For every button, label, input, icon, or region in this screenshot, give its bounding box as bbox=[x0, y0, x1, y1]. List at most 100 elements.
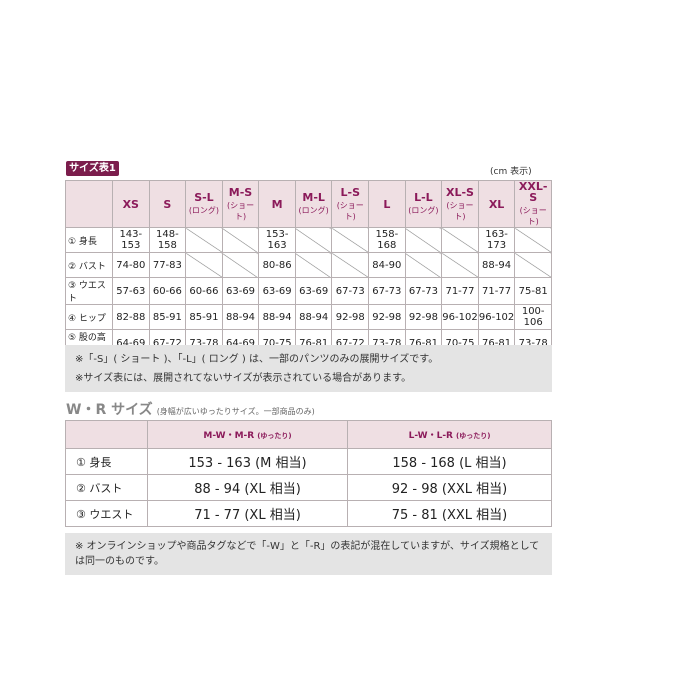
size-subtype: (ショート) bbox=[446, 200, 474, 221]
measurement-cell: 60-66 bbox=[185, 277, 223, 305]
size-header: XL-S (ショート) bbox=[441, 180, 479, 228]
measurement-cell: 71 - 77 (XL 相当) bbox=[147, 500, 348, 527]
not-available-cell bbox=[185, 227, 223, 253]
not-available-cell bbox=[514, 252, 552, 278]
size-name: M-S bbox=[228, 185, 253, 199]
measurement-cell: 100-106 bbox=[514, 304, 552, 330]
size-header: S-L (ロング) bbox=[185, 180, 223, 228]
measurement-cell: 92-98 bbox=[368, 304, 406, 330]
size-name: XL bbox=[488, 197, 505, 211]
measurement-cell: 88-94 bbox=[221, 304, 260, 330]
table-row: ④ ヒップ 82-88 85-91 85-91 88-94 88-94 88-94 92-98… bbox=[65, 304, 552, 330]
measurement-cell: 67-73 bbox=[404, 277, 443, 305]
note-line: ※サイズ表には、展開されてないサイズが表示されている場合があります。 bbox=[75, 373, 412, 384]
row-label: ① 身長 bbox=[65, 448, 148, 475]
size-header: XS bbox=[112, 180, 150, 228]
size-name: S-L bbox=[194, 191, 214, 204]
not-available-cell bbox=[221, 227, 260, 253]
measurement-cell: 96-102 bbox=[477, 304, 516, 330]
size-header: XL bbox=[477, 180, 516, 228]
measurement-cell: 74-80 bbox=[112, 252, 150, 278]
wr-title-text: W・R サイズ bbox=[66, 402, 153, 418]
size-name: L-S bbox=[340, 185, 361, 199]
size-name: XL-S bbox=[446, 185, 474, 199]
row-label: ② バスト bbox=[65, 252, 113, 278]
size-name: M-L bbox=[302, 191, 325, 204]
not-available-cell bbox=[331, 227, 370, 253]
size-header: L bbox=[368, 180, 406, 228]
not-available-cell bbox=[185, 252, 223, 278]
measurement-cell: 158 - 168 (L 相当) bbox=[347, 448, 552, 475]
wr-size-table: M-W・M-R (ゆったり) L-W・L-R (ゆったり) ① 身長 153 - 163… bbox=[65, 420, 552, 527]
measurement-cell: 88-94 bbox=[294, 304, 333, 330]
measurement-cell: 75 - 81 (XXL 相当) bbox=[347, 500, 552, 527]
table-row: ① 身長 153 - 163 (M 相当) 158 - 168 (L 相当) bbox=[65, 448, 552, 475]
size-note-2: ※ オンラインショップや商品タグなどで「-W」と「-R」の表記が混在していますが… bbox=[65, 533, 552, 575]
header-corner bbox=[65, 180, 113, 228]
measurement-cell: 71-77 bbox=[441, 277, 479, 305]
measurement-cell: 153-163 bbox=[258, 227, 296, 253]
measurement-cell: 84-90 bbox=[368, 252, 406, 278]
size-name: S bbox=[163, 197, 172, 211]
measurement-cell: 163-173 bbox=[477, 227, 516, 253]
row-label: ③ ウエスト bbox=[65, 277, 113, 305]
size-name: L-L bbox=[414, 191, 433, 204]
measurement-cell: 77-83 bbox=[148, 252, 187, 278]
size-header: S bbox=[148, 180, 187, 228]
not-available-cell bbox=[221, 252, 260, 278]
not-available-cell bbox=[514, 227, 552, 253]
measurement-cell: 75-81 bbox=[514, 277, 552, 305]
header-corner bbox=[65, 420, 148, 449]
measurement-cell: 88-94 bbox=[258, 304, 296, 330]
measurement-cell: 63-69 bbox=[258, 277, 296, 305]
not-available-cell bbox=[294, 252, 333, 278]
size-header: M-L (ロング) bbox=[294, 180, 333, 228]
size-header: M-W・M-R (ゆったり) bbox=[147, 420, 348, 449]
size-subtype: (ショート) bbox=[336, 200, 364, 221]
size-name: M bbox=[271, 197, 283, 211]
row-label: ② バスト bbox=[65, 474, 148, 501]
measurement-cell: 82-88 bbox=[112, 304, 150, 330]
unit-label: (cm 表示) bbox=[490, 167, 532, 177]
size-subtype: (ゆったり) bbox=[257, 432, 292, 440]
measurement-cell: 63-69 bbox=[221, 277, 260, 305]
measurement-cell: 60-66 bbox=[148, 277, 187, 305]
measurement-cell: 67-73 bbox=[331, 277, 370, 305]
measurement-cell: 143-153 bbox=[112, 227, 150, 253]
size-subtype: (ロング) bbox=[188, 206, 220, 215]
measurement-cell: 148-158 bbox=[148, 227, 187, 253]
table-row: ③ ウエスト 71 - 77 (XL 相当) 75 - 81 (XXL 相当) bbox=[65, 500, 552, 527]
table-row: ③ ウエスト 57-63 60-66 60-66 63-69 63-69 63-69 67-7… bbox=[65, 277, 552, 305]
table-row: ② バスト 88 - 94 (XL 相当) 92 - 98 (XXL 相当) bbox=[65, 474, 552, 501]
size-header: XXL-S (ショート) bbox=[514, 180, 552, 228]
not-available-cell bbox=[404, 227, 443, 253]
measurement-cell: 153 - 163 (M 相当) bbox=[147, 448, 348, 475]
not-available-cell bbox=[404, 252, 443, 278]
size-table-badge: サイズ表1 bbox=[66, 161, 119, 176]
row-label: ③ ウエスト bbox=[65, 500, 148, 527]
wr-size-title: W・R サイズ (身幅が広いゆったりサイズ。一部商品のみ) bbox=[66, 399, 315, 419]
measurement-cell: 92-98 bbox=[331, 304, 370, 330]
table-row: ② バスト 74-80 77-83 80-86 84-90 88-94 bbox=[65, 252, 552, 278]
size-subtype: (ショート) bbox=[226, 200, 255, 221]
measurement-cell: 92 - 98 (XXL 相当) bbox=[347, 474, 552, 501]
size-subtype: (ショート) bbox=[519, 206, 547, 226]
size-name: XXL-S bbox=[518, 180, 548, 204]
not-available-cell bbox=[331, 252, 370, 278]
row-label: ① 身長 bbox=[65, 227, 113, 253]
wr-table-header: M-W・M-R (ゆったり) L-W・L-R (ゆったり) bbox=[65, 420, 552, 449]
measurement-cell: 67-73 bbox=[368, 277, 406, 305]
size-name: M-W・M-R bbox=[203, 431, 255, 441]
size-header: M-S (ショート) bbox=[221, 180, 260, 228]
row-label: ④ ヒップ bbox=[65, 304, 113, 330]
measurement-cell: 57-63 bbox=[112, 277, 150, 305]
size-name: L-W・L-R bbox=[408, 431, 453, 441]
measurement-cell: 85-91 bbox=[148, 304, 187, 330]
size-table-header: XS S S-L (ロング) M-S (ショート) M M-L (ロング) L-S (ショート) L L… bbox=[65, 180, 552, 228]
table-row: ① 身長 143-153 148-158 153-163 158-168 163-173 bbox=[65, 227, 552, 253]
measurement-cell: 88 - 94 (XL 相当) bbox=[147, 474, 348, 501]
size-subtype: (ロング) bbox=[298, 206, 329, 215]
note-line: ※「-S」( ショート )、「-L」( ロング ) は、一部のパンツのみの展開サ… bbox=[75, 354, 439, 365]
measurement-cell: 96-102 bbox=[441, 304, 479, 330]
not-available-cell bbox=[441, 227, 479, 253]
